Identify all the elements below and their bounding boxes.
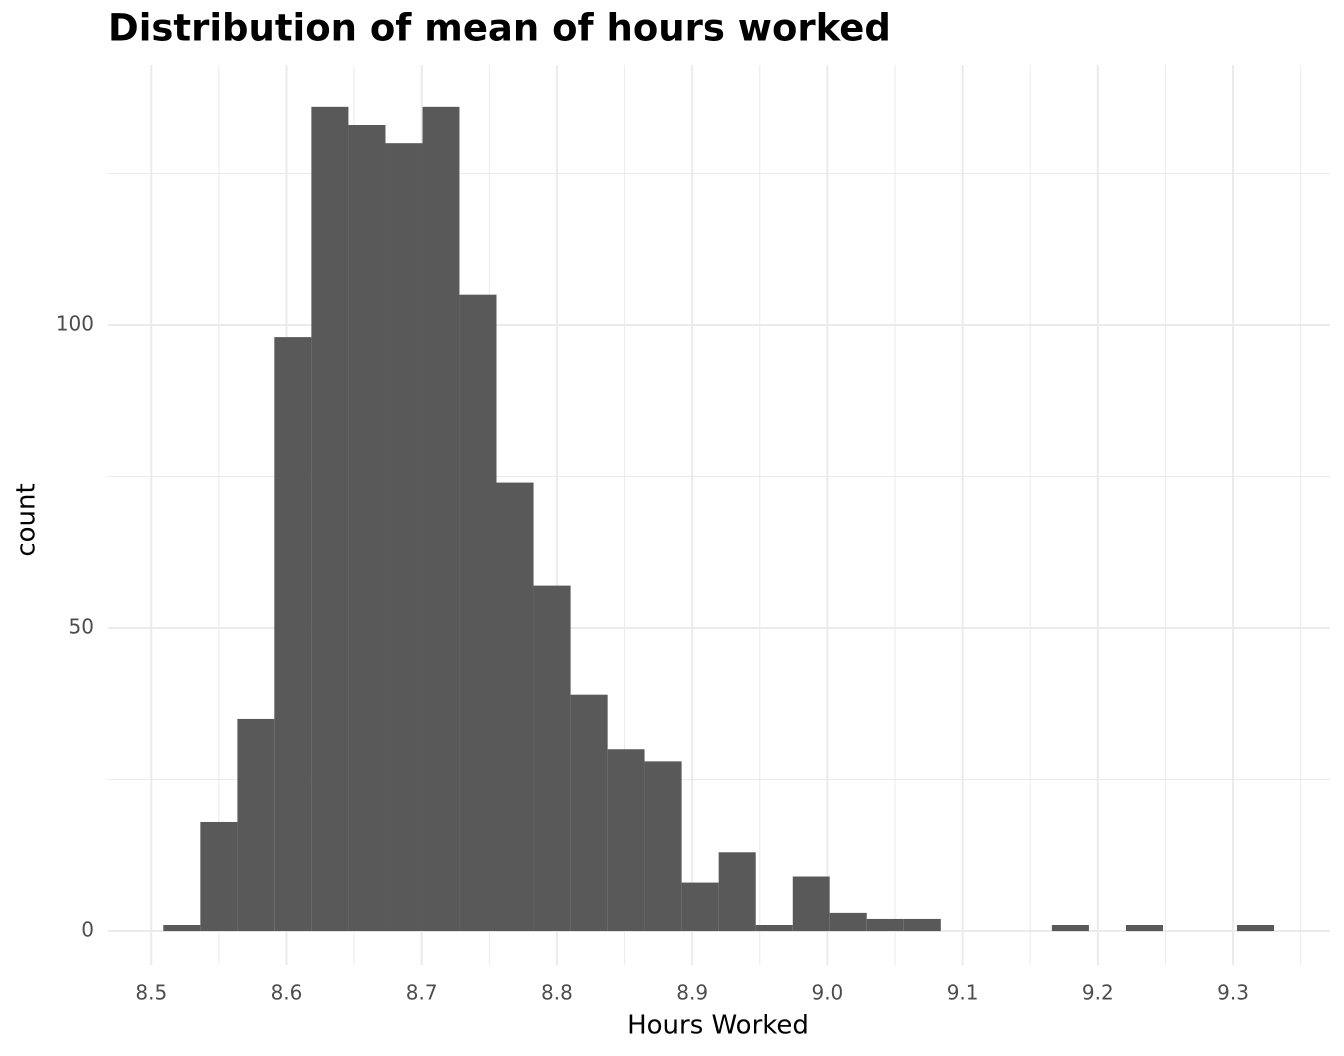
bar — [163, 925, 201, 932]
bar — [607, 749, 645, 932]
x-tick-label: 8.8 — [541, 981, 573, 1005]
x-tick-label: 9.3 — [1217, 981, 1249, 1005]
bar — [681, 882, 719, 932]
bar — [1051, 925, 1089, 932]
bar — [348, 125, 386, 932]
x-tick-label: 8.7 — [406, 981, 438, 1005]
bar — [866, 918, 904, 932]
y-tick-label: 0 — [81, 918, 94, 942]
x-tick-label: 9.1 — [947, 981, 979, 1005]
bar — [422, 106, 460, 932]
x-tick-label: 8.9 — [676, 981, 708, 1005]
bar — [311, 106, 349, 932]
bar — [644, 761, 682, 932]
x-tick-label: 8.5 — [135, 981, 167, 1005]
bar — [237, 718, 275, 932]
x-axis-label: Hours Worked — [627, 1011, 809, 1041]
bar — [829, 912, 867, 932]
bar — [755, 925, 793, 932]
bar — [1236, 925, 1275, 932]
bar — [533, 585, 571, 932]
x-tick-label: 9.0 — [811, 981, 843, 1005]
x-tick-label: 9.2 — [1082, 981, 1114, 1005]
bar — [903, 918, 941, 932]
bar — [200, 821, 238, 932]
y-tick-label: 100 — [56, 312, 94, 336]
bar — [1125, 925, 1164, 932]
bar — [718, 852, 756, 932]
bar — [274, 337, 312, 932]
x-tick-label: 8.6 — [271, 981, 303, 1005]
y-axis-label: count — [12, 483, 42, 556]
bar — [496, 482, 534, 932]
bar — [385, 143, 423, 932]
y-tick-label: 50 — [69, 615, 94, 639]
bar — [570, 694, 608, 932]
bar — [792, 876, 830, 932]
bar — [459, 294, 497, 932]
chart-title: Distribution of mean of hours worked — [108, 7, 891, 50]
